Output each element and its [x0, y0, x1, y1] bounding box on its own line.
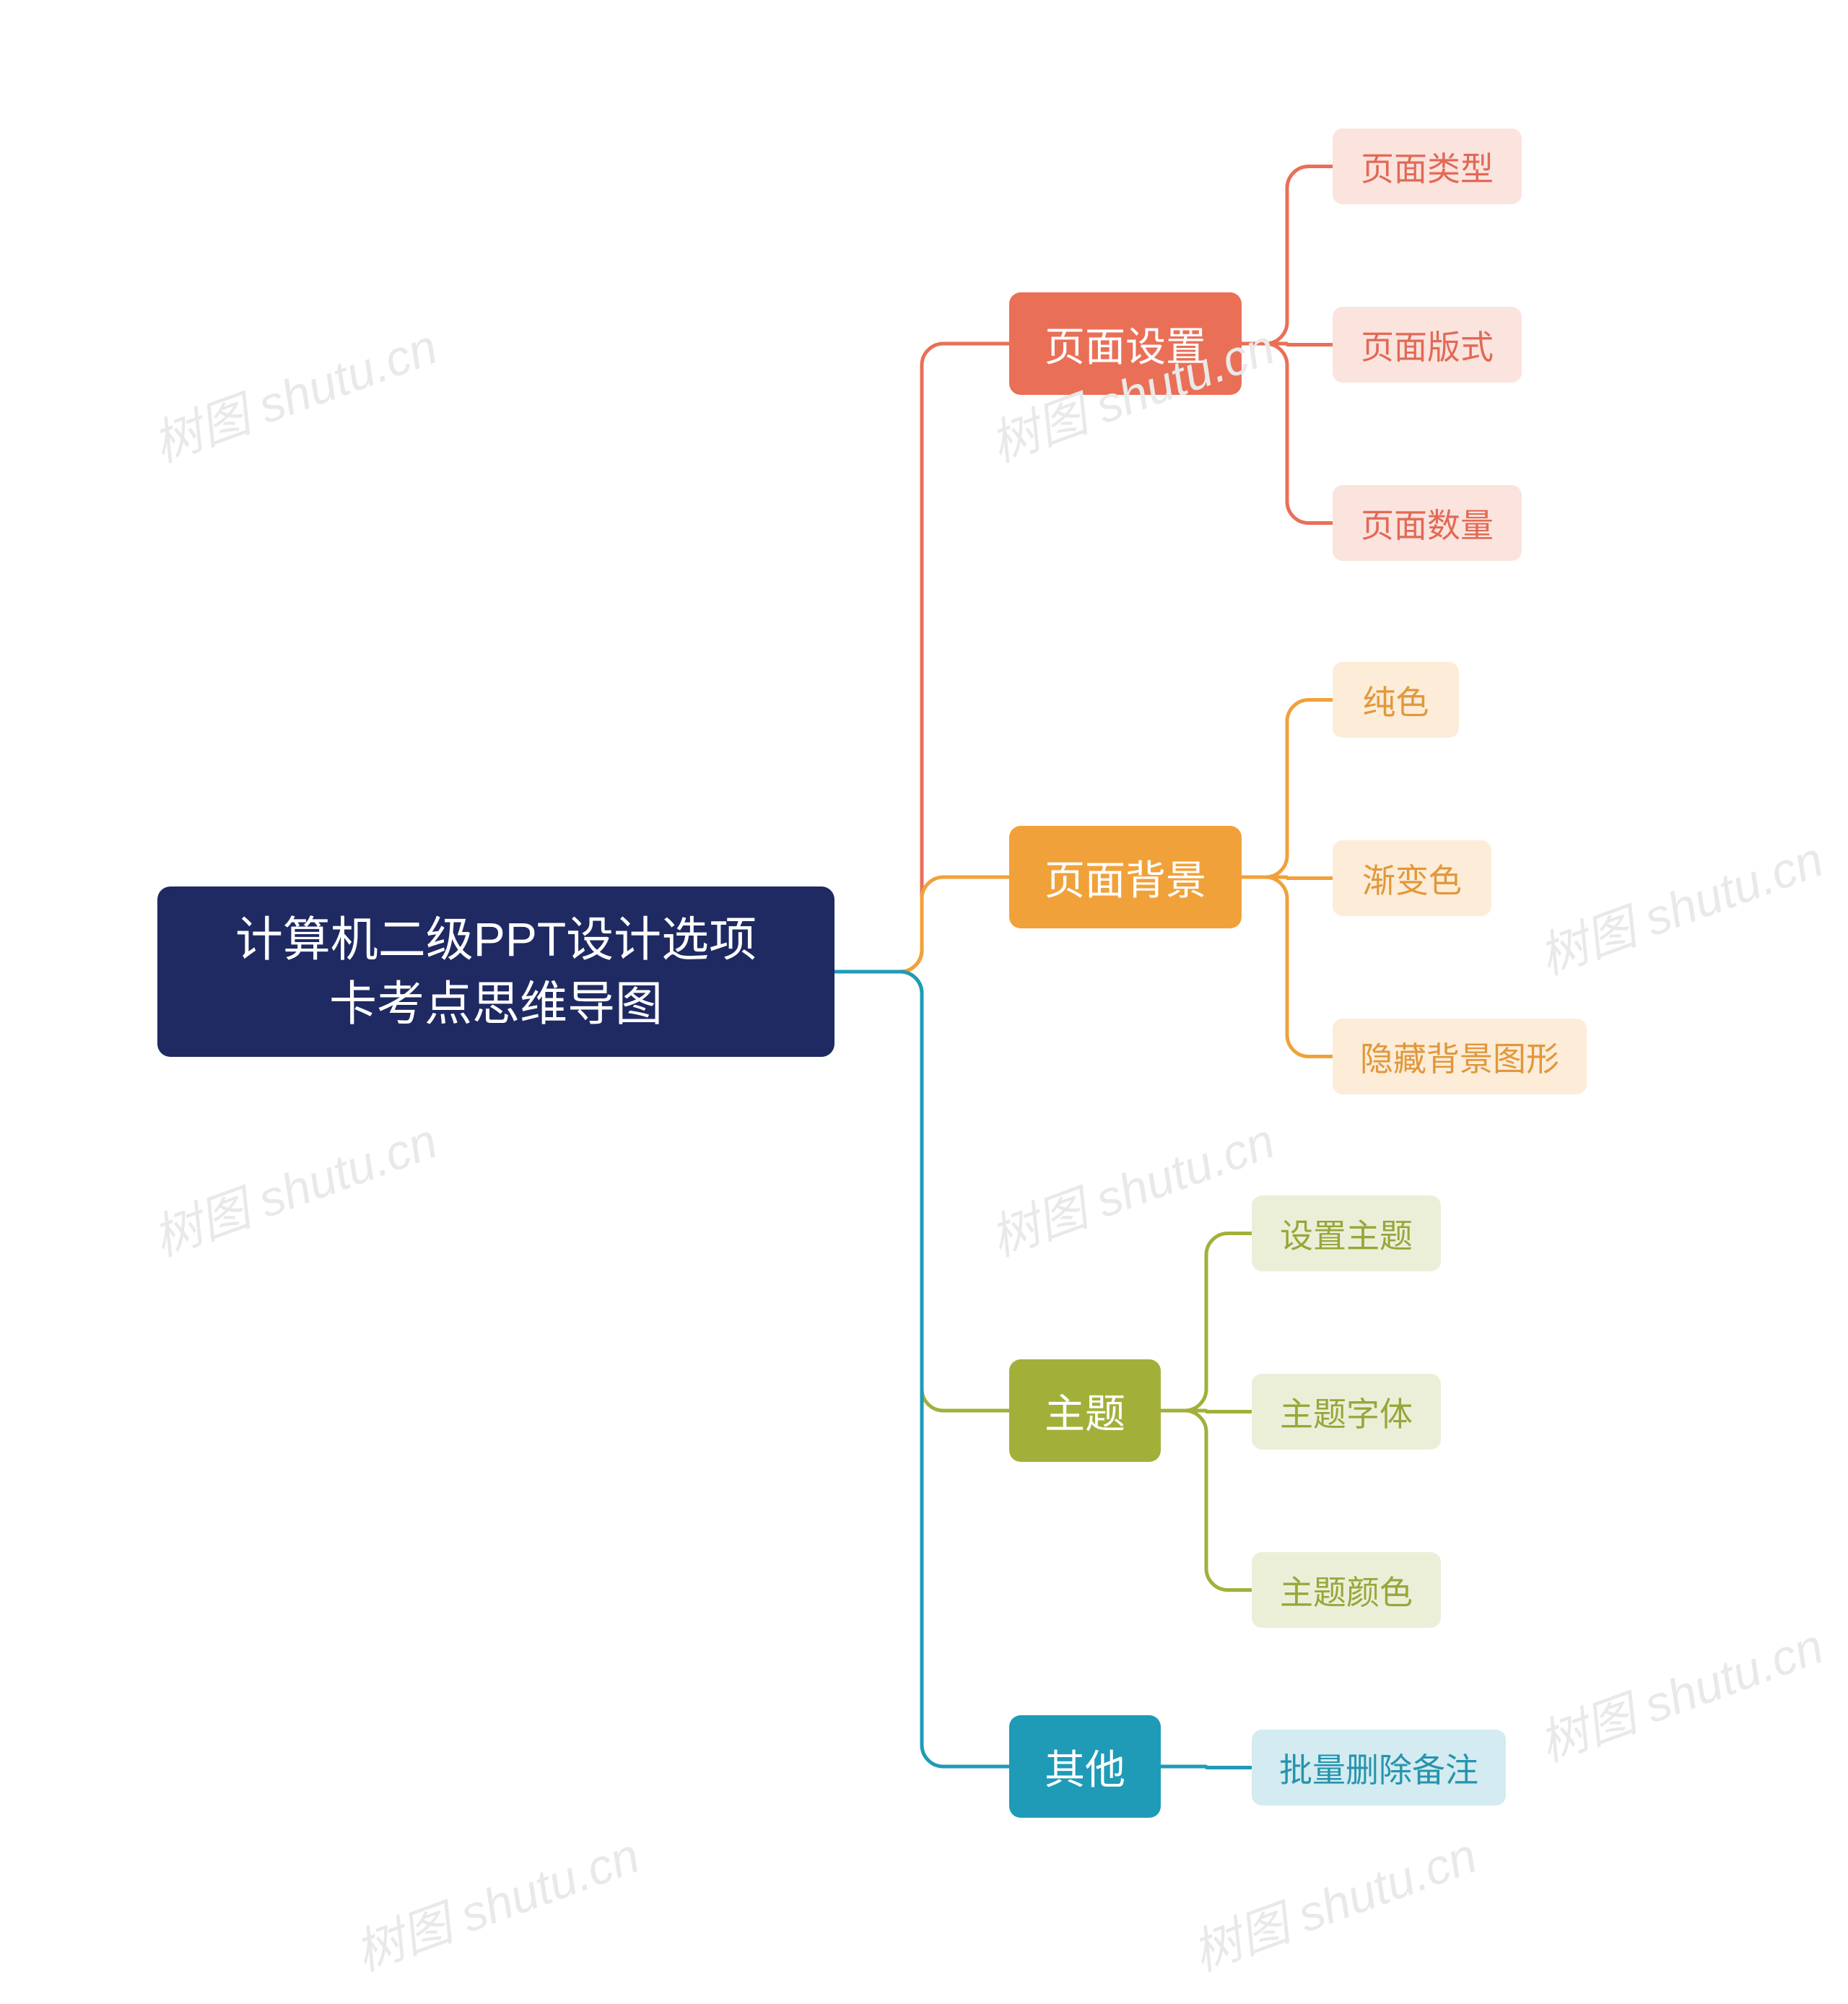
- leaf-theme-font[interactable]: 主题字体: [1252, 1374, 1441, 1450]
- leaf-label: 批量删除备注: [1279, 1744, 1478, 1792]
- leaf-hide-bg-shape[interactable]: 隐藏背景图形: [1333, 1019, 1587, 1094]
- watermark: 树图 shutu.cn: [979, 1101, 1283, 1270]
- watermark: 树图 shutu.cn: [344, 1816, 648, 1985]
- leaf-label: 页面版式: [1361, 321, 1494, 369]
- watermark: 树图 shutu.cn: [1527, 1606, 1831, 1775]
- branch-label: 页面背景: [1045, 848, 1206, 907]
- leaf-page-layout[interactable]: 页面版式: [1333, 307, 1522, 383]
- leaf-page-type[interactable]: 页面类型: [1333, 128, 1522, 204]
- leaf-label: 纯色: [1363, 676, 1429, 724]
- branch-other[interactable]: 其他: [1009, 1715, 1161, 1818]
- leaf-label: 页面类型: [1361, 143, 1494, 191]
- branch-label: 其他: [1045, 1738, 1125, 1796]
- watermark: 树图 shutu.cn: [141, 1101, 445, 1270]
- root-label-line2: 卡考点思维导图: [329, 977, 663, 1030]
- root-label-line1: 计算机二级PPT设计选项: [235, 912, 757, 966]
- leaf-label: 隐藏背景图形: [1360, 1033, 1559, 1081]
- watermark: 树图 shutu.cn: [1527, 819, 1831, 988]
- branch-page-setup[interactable]: 页面设置: [1009, 292, 1242, 395]
- leaf-solid-color[interactable]: 纯色: [1333, 662, 1459, 738]
- leaf-label: 页面数量: [1361, 500, 1494, 547]
- branch-page-background[interactable]: 页面背景: [1009, 826, 1242, 928]
- watermark: 树图 shutu.cn: [1181, 1816, 1485, 1985]
- leaf-gradient-color[interactable]: 渐变色: [1333, 840, 1491, 916]
- leaf-label: 主题字体: [1280, 1388, 1413, 1436]
- leaf-label: 主题颜色: [1280, 1567, 1413, 1614]
- leaf-label: 渐变色: [1362, 855, 1462, 902]
- leaf-page-count[interactable]: 页面数量: [1333, 485, 1522, 561]
- leaf-batch-delete-notes[interactable]: 批量删除备注: [1252, 1730, 1506, 1805]
- branch-label: 页面设置: [1045, 315, 1206, 373]
- branch-label: 主题: [1045, 1382, 1125, 1440]
- branch-theme[interactable]: 主题: [1009, 1359, 1161, 1462]
- root-label: 计算机二级PPT设计选项 卡考点思维导图: [235, 907, 757, 1036]
- mindmap-canvas: 计算机二级PPT设计选项 卡考点思维导图 页面设置 页面类型 页面版式 页面数量…: [0, 0, 1848, 2004]
- leaf-label: 设置主题: [1280, 1210, 1413, 1258]
- leaf-theme-color[interactable]: 主题颜色: [1252, 1552, 1441, 1628]
- leaf-set-theme[interactable]: 设置主题: [1252, 1195, 1441, 1271]
- root-node[interactable]: 计算机二级PPT设计选项 卡考点思维导图: [157, 886, 834, 1057]
- watermark: 树图 shutu.cn: [141, 307, 445, 476]
